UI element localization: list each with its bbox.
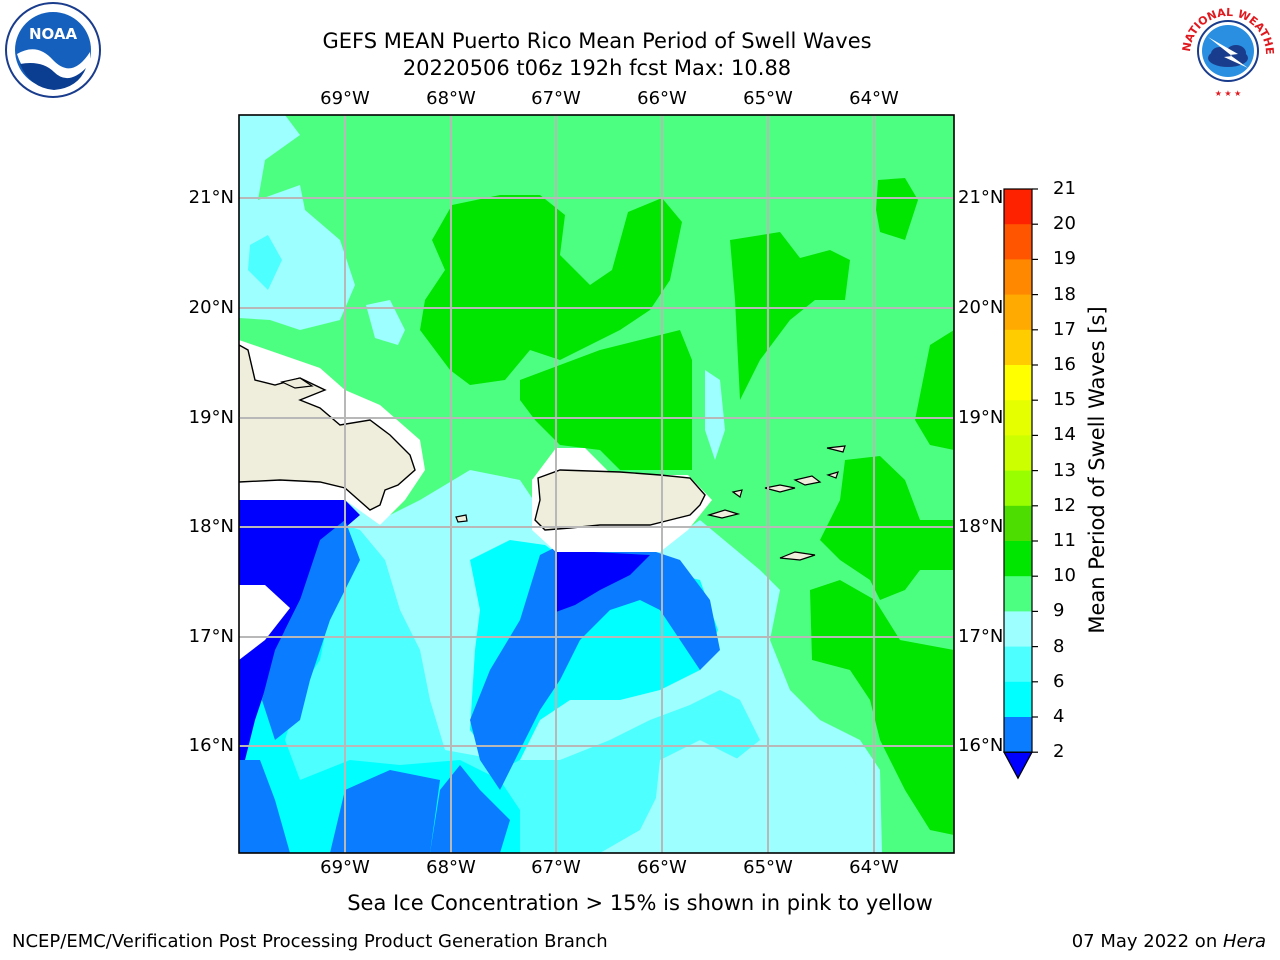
lon-label-top: 67°W <box>531 88 581 109</box>
colorbar-tick-label: 2 <box>1053 741 1065 763</box>
nws-logo: NATIONAL WEATHER SERVICE ★ ★ ★ <box>1178 2 1276 98</box>
colorbar-segment <box>1004 224 1032 260</box>
colorbar-segment <box>1004 576 1032 612</box>
lon-label-bottom: 65°W <box>743 857 793 878</box>
contour-6-8-nw <box>248 235 282 290</box>
colorbar-segment <box>1004 541 1032 577</box>
footer-credit: NCEP/EMC/Verification Post Processing Pr… <box>12 931 608 952</box>
footer-date: 07 May 2022 on Hera <box>1071 931 1266 952</box>
colorbar-extension <box>1002 751 1034 780</box>
colorbar-segment <box>1004 329 1032 366</box>
lon-label-top: 66°W <box>637 88 687 109</box>
colorbar-tick-label: 4 <box>1053 706 1065 727</box>
chart-title-line1: GEFS MEAN Puerto Rico Mean Period of Swe… <box>322 29 872 53</box>
colorbar-segment <box>1004 435 1032 472</box>
colorbar-tick-label: 6 <box>1053 670 1065 692</box>
colorbar-tick-label: 16 <box>1053 354 1076 375</box>
undefined-area <box>239 585 290 660</box>
lon-label-top: 64°W <box>849 88 899 109</box>
colorbar-segment <box>1004 470 1032 507</box>
colorbar-segment <box>1004 259 1032 296</box>
colorbar-segment <box>1004 681 1032 718</box>
svg-text:★ ★ ★: ★ ★ ★ <box>1215 89 1242 98</box>
lat-label-right: 17°N <box>958 626 1004 647</box>
noaa-logo-text: NOAA <box>29 25 78 43</box>
lat-label-left: 17°N <box>188 626 234 647</box>
colorbar-tick-label: 9 <box>1053 600 1065 622</box>
sea-ice-note: Sea Ice Concentration > 15% is shown in … <box>347 891 933 915</box>
colorbar <box>1002 188 1038 780</box>
footer-host: Hera <box>1222 931 1266 952</box>
lon-label-bottom: 64°W <box>849 857 899 878</box>
colorbar-tick-label: 12 <box>1053 494 1076 516</box>
colorbar-segment <box>1004 646 1032 683</box>
colorbar-segment <box>1004 611 1032 648</box>
lat-label-left: 16°N <box>188 735 234 756</box>
colorbar-segment <box>1004 505 1032 542</box>
colorbar-segment <box>1004 717 1032 753</box>
lat-label-left: 20°N <box>188 297 234 318</box>
lon-label-top: 69°W <box>320 88 370 109</box>
lat-label-left: 21°N <box>188 187 234 208</box>
colorbar-tick-label: 19 <box>1053 248 1076 270</box>
map-frame <box>238 114 955 854</box>
lat-label-right: 21°N <box>958 187 1004 208</box>
colorbar-tick-label: 13 <box>1053 459 1076 481</box>
lat-label-right: 18°N <box>958 516 1004 537</box>
noaa-logo: NOAA <box>5 2 101 98</box>
colorbar-title: Mean Period of Swell Waves [s] <box>1085 306 1109 634</box>
colorbar-tick-label: 17 <box>1053 318 1076 340</box>
colorbar-tick-label: 20 <box>1053 213 1076 235</box>
lat-label-right: 20°N <box>958 297 1004 318</box>
colorbar-segment <box>1004 189 1032 225</box>
chart-title-line2: 20220506 t06z 192h fcst Max: 10.88 <box>402 56 792 80</box>
lon-label-bottom: 67°W <box>531 857 581 878</box>
colorbar-segment <box>1004 294 1032 331</box>
contour-10-11-southeast <box>810 580 954 835</box>
colorbar-segment <box>1004 400 1032 436</box>
colorbar-tick-label: 10 <box>1053 565 1076 587</box>
colorbar-segment <box>1004 365 1032 401</box>
colorbar-tick-label: 15 <box>1053 389 1076 411</box>
colorbar-tick-label: 8 <box>1053 635 1065 657</box>
colorbar-tick-label: 14 <box>1053 424 1076 446</box>
colorbar-tick-label: 18 <box>1053 283 1076 305</box>
lon-label-top: 65°W <box>743 88 793 109</box>
colorbar-tick-label: 21 <box>1053 178 1076 199</box>
lat-label-right: 16°N <box>958 735 1004 756</box>
lat-label-left: 19°N <box>188 407 234 428</box>
lat-label-right: 19°N <box>958 407 1004 428</box>
contour-2-4 <box>239 500 360 760</box>
colorbar-tick-label: 11 <box>1053 530 1076 551</box>
lon-label-bottom: 69°W <box>320 857 370 878</box>
lon-label-bottom: 66°W <box>637 857 687 878</box>
lat-label-left: 18°N <box>188 516 234 537</box>
contour-2-4-center <box>470 545 720 790</box>
graticule <box>239 115 954 853</box>
lon-label-top: 68°W <box>426 88 476 109</box>
lon-label-bottom: 68°W <box>426 857 476 878</box>
contour-10-11-north <box>420 195 682 385</box>
